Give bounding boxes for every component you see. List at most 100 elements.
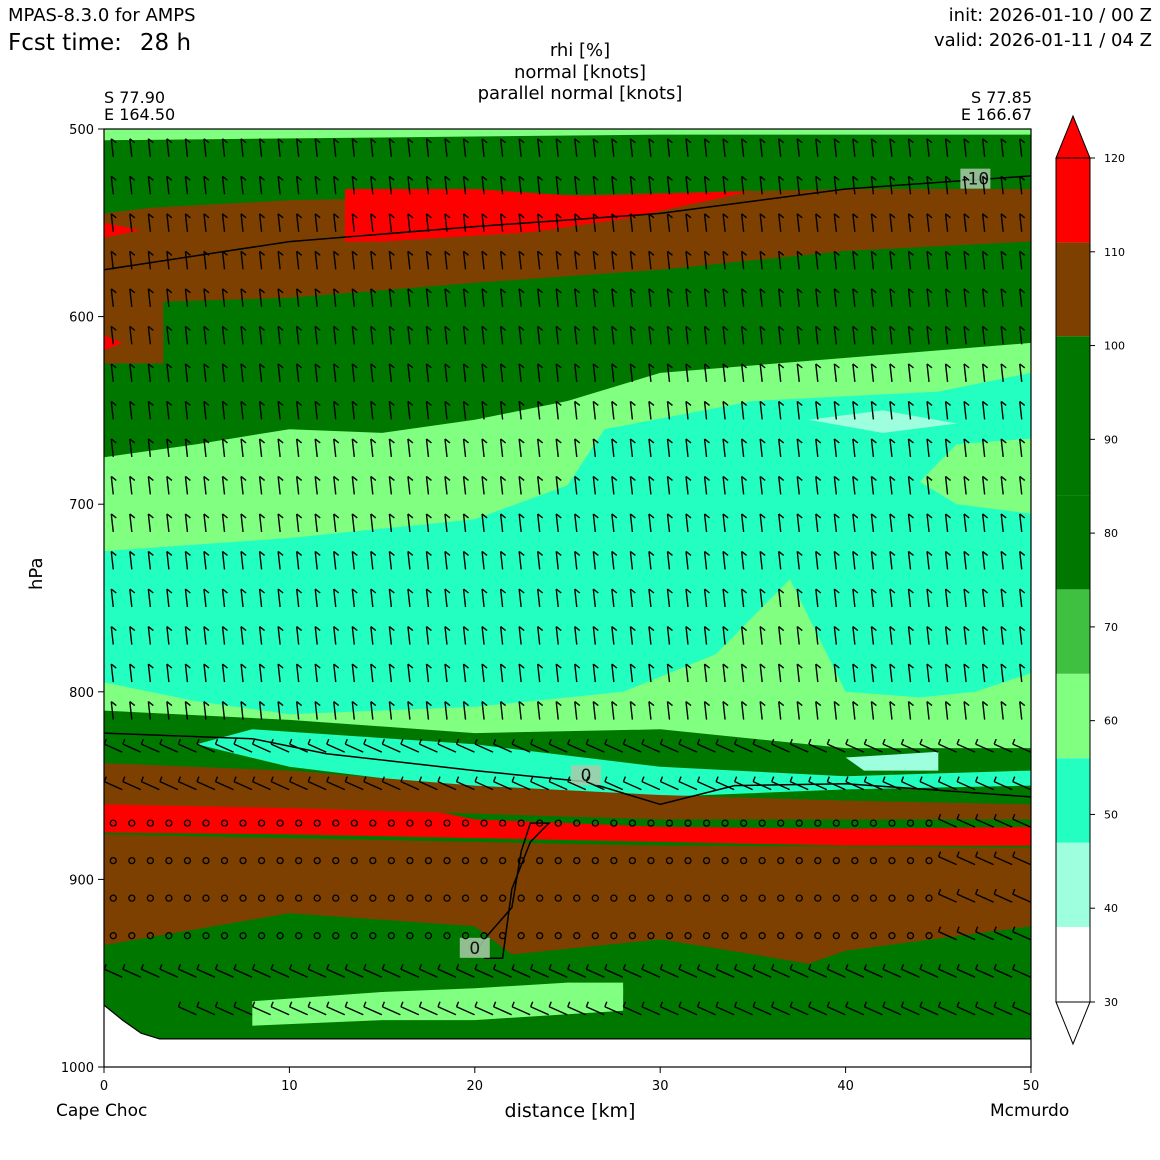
- wind-barb: [251, 738, 271, 753]
- wind-barb: [648, 250, 655, 270]
- wind-barb: [370, 138, 377, 157]
- wind-barb: [351, 475, 358, 495]
- wind-barb: [659, 1001, 679, 1016]
- wind-barb: [796, 250, 803, 270]
- wind-barb: [258, 625, 266, 645]
- wind-barb: [870, 701, 877, 720]
- calm-circle: [276, 856, 284, 865]
- wind-barb: [1019, 363, 1026, 382]
- wind-barb: [778, 550, 785, 570]
- wind-barb: [351, 400, 358, 420]
- wind-barb: [666, 175, 673, 195]
- wind-barb: [666, 550, 673, 570]
- wind-barb: [407, 588, 414, 608]
- left-endpoint-label: Cape Choc: [56, 1101, 148, 1121]
- calm-circle: [721, 856, 729, 865]
- wind-barb: [833, 475, 840, 495]
- calm-circle: [517, 856, 525, 865]
- wind-barb: [907, 513, 914, 533]
- wind-barb: [548, 776, 568, 791]
- wind-barb: [289, 738, 308, 753]
- calm-circle: [517, 819, 525, 827]
- wind-barb: [796, 701, 803, 720]
- wind-barb: [1012, 963, 1032, 978]
- wind-barb: [778, 138, 785, 157]
- wind-barb: [214, 776, 234, 791]
- wind-barb: [826, 963, 846, 978]
- wind-barb: [993, 888, 1013, 903]
- wind-barb: [425, 325, 432, 345]
- wind-barb: [1000, 625, 1007, 645]
- wind-barb: [425, 363, 432, 382]
- wind-barb: [221, 625, 228, 645]
- wind-barb: [122, 963, 142, 978]
- wind-barb: [641, 963, 661, 978]
- wind-barb: [975, 1001, 994, 1016]
- wind-barb: [129, 625, 136, 645]
- calm-circle: [424, 932, 433, 940]
- wind-barb: [481, 588, 488, 608]
- wind-barb: [752, 776, 772, 791]
- wind-barb: [715, 776, 735, 791]
- wind-barb: [629, 138, 636, 157]
- wind-barb: [270, 738, 290, 753]
- wind-barb: [567, 1001, 587, 1016]
- calm-circle: [832, 932, 840, 940]
- wind-barb: [536, 588, 544, 608]
- wind-barb: [796, 475, 803, 495]
- wind-barb: [370, 701, 377, 720]
- wind-barb: [815, 288, 822, 307]
- wind-barb: [815, 250, 822, 270]
- calm-circle: [591, 856, 599, 865]
- calm-circle: [851, 894, 859, 902]
- wind-barb: [147, 663, 154, 683]
- wind-barb: [889, 213, 896, 232]
- wind-barb: [740, 363, 748, 382]
- wind-barb: [1019, 250, 1026, 270]
- chart-title-line-2: normal [knots]: [513, 62, 647, 83]
- calm-circle: [702, 894, 711, 902]
- wind-barb: [815, 438, 822, 457]
- wind-barb: [258, 400, 266, 420]
- wind-barb: [870, 250, 877, 270]
- wind-barb: [251, 1001, 271, 1016]
- wind-barb: [740, 588, 748, 608]
- wind-barb: [778, 363, 785, 382]
- wind-barb: [203, 213, 210, 232]
- wind-barb: [240, 625, 247, 645]
- wind-barb: [536, 625, 544, 645]
- colorbar-tick-label: 90: [1104, 433, 1118, 446]
- wind-barb: [722, 138, 729, 157]
- wind-barb: [462, 550, 469, 570]
- contour-label: -10: [961, 170, 989, 190]
- wind-barb: [889, 625, 896, 645]
- calm-circle: [739, 894, 748, 902]
- wind-barb: [122, 738, 142, 753]
- wind-barb: [221, 701, 228, 720]
- wind-barb: [1000, 138, 1007, 157]
- wind-barb: [993, 926, 1013, 941]
- wind-barb: [425, 701, 432, 720]
- wind-barb: [555, 513, 562, 533]
- wind-barb: [147, 288, 154, 307]
- wind-barb: [963, 438, 970, 457]
- wind-barb: [333, 438, 340, 457]
- calm-circle: [350, 856, 358, 865]
- wind-barb: [1000, 250, 1007, 270]
- wind-barb: [833, 550, 840, 570]
- wind-barb: [611, 701, 618, 720]
- wind-barb: [444, 400, 451, 420]
- wind-barb: [462, 513, 469, 533]
- wind-barb: [418, 963, 438, 978]
- wind-barb: [258, 138, 266, 157]
- wind-barb: [1019, 663, 1026, 683]
- wind-barb: [733, 963, 753, 978]
- wind-barb: [585, 963, 605, 978]
- calm-circle: [573, 894, 581, 902]
- wind-barb: [351, 513, 358, 533]
- calm-circle: [517, 894, 525, 902]
- wind-barb: [277, 250, 284, 270]
- wind-barb: [444, 588, 451, 608]
- wind-barb: [981, 400, 989, 420]
- wind-barb: [555, 400, 562, 420]
